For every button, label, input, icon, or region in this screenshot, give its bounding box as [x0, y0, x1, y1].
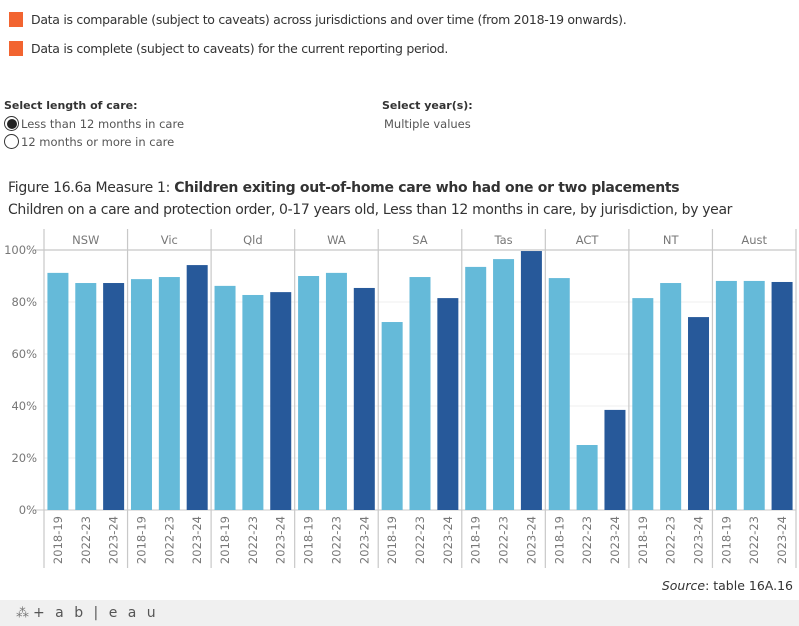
source-text: : table 16A.16 [705, 578, 793, 593]
panel-header-vic: Vic [161, 233, 178, 247]
bar-sa-2022-23 [409, 277, 431, 510]
x-tick-label: 2023-24 [107, 516, 121, 564]
bar-wa-2023-24 [353, 287, 375, 510]
x-tick-label: 2018-19 [719, 516, 733, 564]
y-tick-label: 80% [11, 295, 37, 309]
x-tick-label: 2023-24 [524, 516, 538, 564]
bar-aust-2018-19 [715, 280, 737, 510]
radio-unselected-icon[interactable] [4, 134, 19, 149]
bar-sa-2023-24 [437, 298, 459, 510]
note-text: Data is comparable (subject to caveats) … [31, 12, 627, 27]
y-tick-label: 40% [11, 399, 37, 413]
x-tick-label: 2023-24 [190, 516, 204, 564]
x-tick-label: 2022-23 [664, 516, 678, 564]
years-label: Select year(s): [382, 99, 473, 112]
years-dropdown[interactable]: Multiple values [384, 117, 471, 131]
bar-nt-2022-23 [660, 283, 682, 510]
orange-square-icon [9, 41, 23, 56]
bar-sa-2018-19 [381, 322, 403, 510]
x-tick-label: 2022-23 [747, 516, 761, 564]
radio-12-months-or-more[interactable]: 12 months or more in care [4, 134, 174, 149]
x-tick-label: 2023-24 [441, 516, 455, 564]
x-tick-label: 2022-23 [413, 516, 427, 564]
radio-less-than-12-months[interactable]: Less than 12 months in care [4, 116, 184, 131]
panel-header-sa: SA [412, 233, 428, 247]
bar-qld-2023-24 [270, 292, 292, 510]
bar-nsw-2023-24 [103, 283, 125, 510]
figure-title-prefix: Figure 16.6a Measure 1: [8, 180, 175, 196]
x-tick-label: 2022-23 [79, 516, 93, 564]
bar-qld-2018-19 [214, 285, 236, 510]
orange-square-icon [9, 12, 23, 27]
x-tick-label: 2023-24 [274, 516, 288, 564]
x-tick-label: 2023-24 [775, 516, 789, 564]
bar-tas-2022-23 [493, 259, 515, 510]
bar-vic-2018-19 [130, 279, 152, 510]
panel-header-wa: WA [327, 233, 346, 247]
bar-qld-2022-23 [242, 294, 264, 510]
panel-header-nsw: NSW [72, 233, 99, 247]
panel-header-nt: NT [663, 233, 680, 247]
bar-chart: 0% 20% 40% 60% 80% 100% NSW 2018-19 2022-23 2023-… [4, 229, 797, 568]
x-tick-label: 2018-19 [218, 516, 232, 564]
bar-nsw-2018-19 [47, 272, 69, 510]
figure-title: Figure 16.6a Measure 1: Children exiting… [8, 180, 680, 196]
panel-header-aust: Aust [741, 233, 767, 247]
x-tick-label: 2022-23 [162, 516, 176, 564]
y-tick-label: 20% [11, 451, 37, 465]
bar-wa-2022-23 [325, 272, 347, 510]
figure-title-bold: Children exiting out-of-home care who ha… [174, 180, 680, 196]
x-tick-label: 2022-23 [580, 516, 594, 564]
radio-label: Less than 12 months in care [21, 116, 185, 131]
panel-header-act: ACT [576, 233, 600, 247]
radio-selected-icon[interactable] [4, 116, 19, 131]
x-tick-label: 2018-19 [302, 516, 316, 564]
y-tick-label: 0% [19, 503, 37, 517]
x-tick-label: 2018-19 [552, 516, 566, 564]
panel-header-tas: Tas [493, 233, 512, 247]
note-text: Data is complete (subject to caveats) fo… [31, 41, 449, 56]
x-tick-label: 2018-19 [51, 516, 65, 564]
x-tick-label: 2023-24 [608, 516, 622, 564]
footer-bar: ⁂ + a b | e a u [0, 600, 799, 626]
bar-vic-2022-23 [158, 277, 180, 510]
tableau-brand[interactable]: + a b | e a u [33, 605, 159, 621]
x-tick-label: 2023-24 [692, 516, 706, 564]
y-tick-label: 100% [4, 243, 37, 257]
radio-label: 12 months or more in care [21, 134, 175, 149]
figure-subtitle: Children on a care and protection order,… [8, 202, 733, 218]
length-of-care-label: Select length of care: [4, 99, 138, 112]
y-tick-label: 60% [11, 347, 37, 361]
note-comparable: Data is comparable (subject to caveats) … [9, 12, 627, 27]
source-label: Source [661, 578, 706, 593]
bar-aust-2022-23 [743, 280, 765, 510]
x-tick-label: 2022-23 [497, 516, 511, 564]
bar-tas-2023-24 [520, 251, 542, 510]
bar-act-2018-19 [548, 278, 570, 510]
note-complete: Data is complete (subject to caveats) fo… [9, 41, 448, 56]
panel-header-qld: Qld [243, 233, 263, 247]
x-tick-label: 2022-23 [329, 516, 343, 564]
bar-nsw-2022-23 [75, 283, 97, 510]
source-note: Source: table 16A.16 [662, 578, 793, 593]
bar-aust-2023-24 [771, 281, 793, 510]
bar-wa-2018-19 [298, 276, 320, 510]
x-tick-label: 2023-24 [357, 516, 371, 564]
x-tick-label: 2018-19 [636, 516, 650, 564]
x-tick-label: 2018-19 [385, 516, 399, 564]
x-tick-label: 2018-19 [469, 516, 483, 564]
x-tick-label: 2022-23 [246, 516, 260, 564]
x-tick-label: 2018-19 [134, 516, 148, 564]
bar-act-2022-23 [576, 445, 598, 510]
bar-nt-2018-19 [632, 298, 654, 510]
tableau-logo-icon[interactable]: ⁂ [16, 605, 29, 621]
bar-tas-2018-19 [465, 266, 487, 510]
bar-act-2023-24 [604, 409, 626, 510]
bar-vic-2023-24 [186, 265, 208, 510]
bar-nt-2023-24 [688, 317, 710, 510]
